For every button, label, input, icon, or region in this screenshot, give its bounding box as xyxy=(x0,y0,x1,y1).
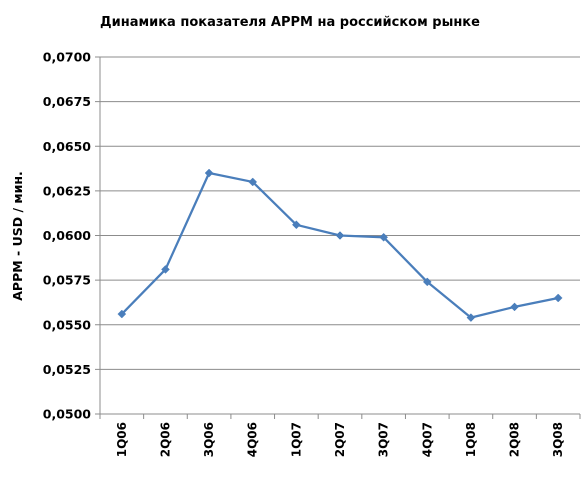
data-point xyxy=(248,177,258,187)
series-line xyxy=(121,171,559,319)
data-point xyxy=(117,309,127,319)
data-point xyxy=(510,302,519,312)
y-axis-label: APPM - USD / мин. xyxy=(10,171,25,301)
x-tick-label: 3Q06 xyxy=(202,422,216,457)
chart-title: Динамика показателя APPM на российском р… xyxy=(100,15,480,30)
data-point xyxy=(161,265,170,274)
y-tick-label: 0,0550 xyxy=(43,317,92,332)
x-tick-label: 2Q07 xyxy=(333,422,347,457)
x-tick-label: 3Q08 xyxy=(551,422,565,457)
data-point xyxy=(422,277,432,287)
series-group xyxy=(117,168,563,322)
y-tick-label: 0,0625 xyxy=(43,183,91,198)
data-point xyxy=(553,293,563,303)
data-point xyxy=(204,168,214,178)
y-tick-label: 0,0600 xyxy=(43,228,92,243)
x-tick-label: 4Q06 xyxy=(246,422,260,457)
data-point xyxy=(466,313,476,322)
x-tick-label: 4Q07 xyxy=(420,422,434,457)
y-tick-label: 0,0500 xyxy=(43,407,92,422)
x-tick-label: 2Q08 xyxy=(508,422,522,457)
y-axis-ticks: 0,0500 0,0525 0,0550 0,0575 0,0600 0,0625 0,06… xyxy=(43,50,92,422)
data-point xyxy=(292,220,301,230)
x-tick-label: 2Q06 xyxy=(158,422,172,457)
y-tick-label: 0,0675 xyxy=(43,94,91,109)
data-point xyxy=(379,232,388,242)
x-axis-ticks: 1Q06 2Q06 3Q06 4Q06 1Q07 2Q07 3Q07 4Q07 1Q08 2Q08… xyxy=(115,422,565,457)
y-tick-label: 0,0650 xyxy=(43,139,92,154)
x-tick-label: 1Q07 xyxy=(289,422,303,457)
x-tick-label: 3Q07 xyxy=(377,422,391,457)
y-tick-label: 0,0700 xyxy=(43,50,92,65)
data-point xyxy=(335,231,345,240)
axes xyxy=(95,56,581,419)
y-tick-label: 0,0525 xyxy=(43,362,91,377)
x-tick-label: 1Q06 xyxy=(115,422,129,457)
x-tick-label: 1Q08 xyxy=(464,422,478,457)
y-tick-label: 0,0575 xyxy=(43,273,91,288)
